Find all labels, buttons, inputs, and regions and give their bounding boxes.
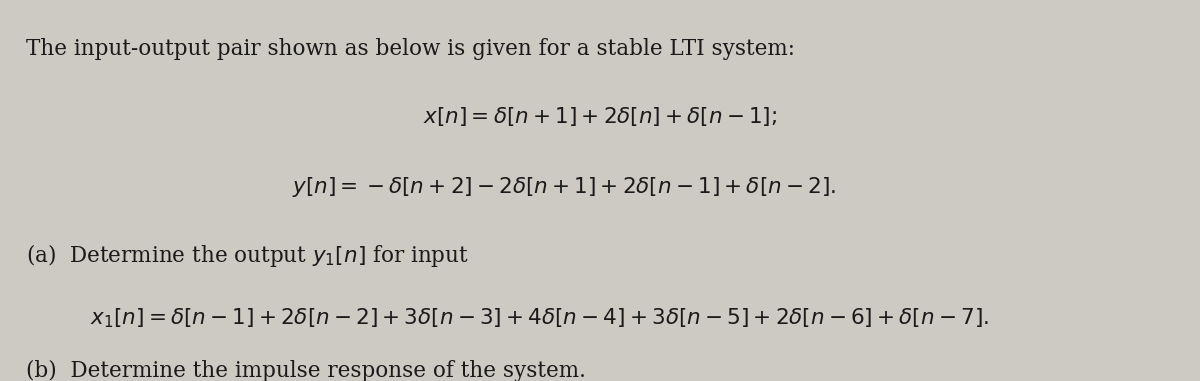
Text: The input-output pair shown as below is given for a stable LTI system:: The input-output pair shown as below is … [26, 38, 796, 60]
Text: (b)  Determine the impulse response of the system.: (b) Determine the impulse response of th… [26, 360, 587, 381]
Text: (a)  Determine the output $y_1[n]$ for input: (a) Determine the output $y_1[n]$ for in… [26, 242, 469, 269]
Text: $x[n] = \delta[n+1] + 2\delta[n] + \delta[n-1];$: $x[n] = \delta[n+1] + 2\delta[n] + \delt… [422, 105, 778, 128]
Text: $y[n] = -\delta[n+2] - 2\delta[n+1] + 2\delta[n-1] + \delta[n-2].$: $y[n] = -\delta[n+2] - 2\delta[n+1] + 2\… [292, 175, 836, 199]
Text: $x_1[n] = \delta[n-1] + 2\delta[n-2] + 3\delta[n-3] + 4\delta[n-4] + 3\delta[n-5: $x_1[n] = \delta[n-1] + 2\delta[n-2] + 3… [90, 307, 989, 330]
